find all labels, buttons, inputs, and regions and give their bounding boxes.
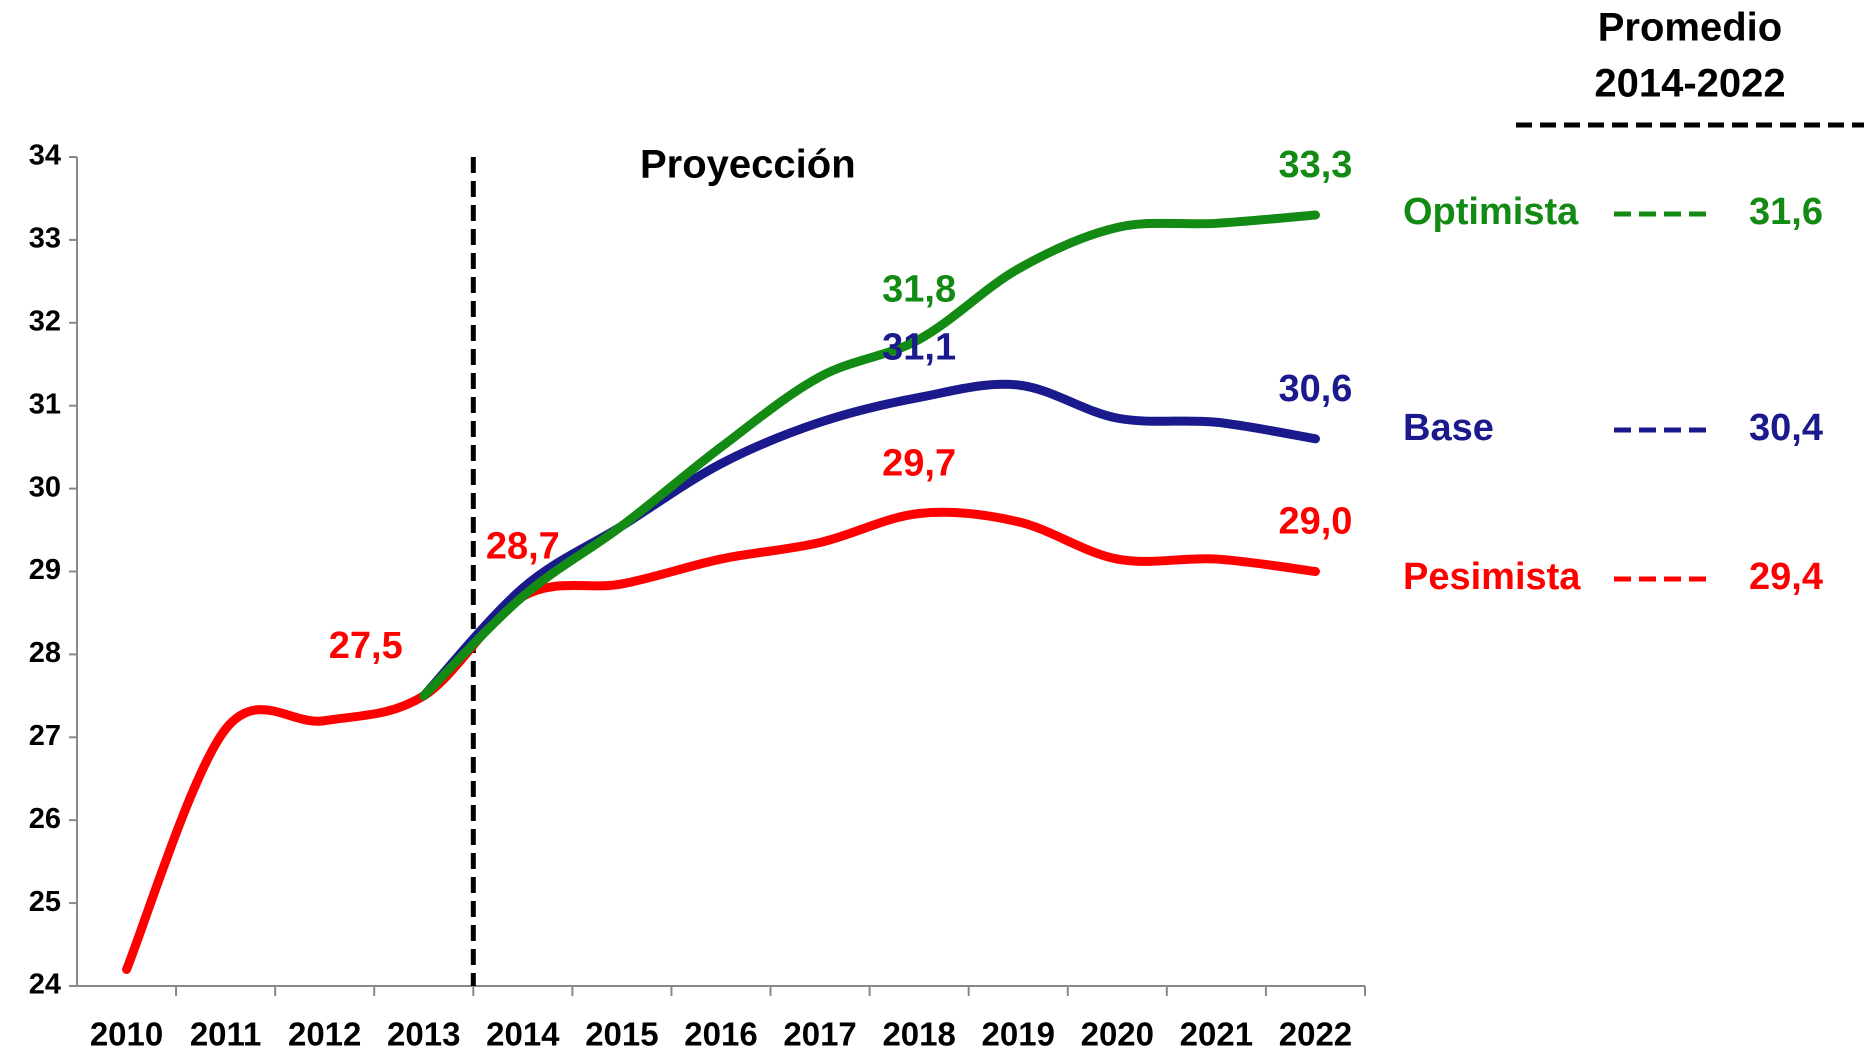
x-tick-label: 2020: [1081, 1016, 1154, 1053]
x-tick-label: 2012: [288, 1016, 361, 1053]
x-tick-label: 2019: [982, 1016, 1055, 1053]
y-tick-label: 28: [29, 637, 61, 669]
x-tick-label: 2016: [684, 1016, 757, 1053]
y-tick-label: 32: [29, 305, 61, 337]
x-tick-label: 2018: [882, 1016, 955, 1053]
x-tick-label: 2014: [486, 1016, 560, 1053]
x-tick-label: 2021: [1180, 1016, 1253, 1053]
y-tick-label: 30: [29, 471, 61, 503]
data-label: 29,0: [1278, 501, 1352, 543]
legend-title: 2014-2022: [1594, 62, 1785, 106]
y-tick-label: 33: [29, 223, 61, 255]
y-tick-label: 25: [29, 886, 61, 918]
y-tick-label: 26: [29, 803, 61, 835]
data-label: 33,3: [1278, 144, 1352, 186]
data-label: 30,6: [1278, 368, 1352, 410]
y-tick-label: 24: [29, 969, 61, 1001]
x-tick-label: 2022: [1279, 1016, 1352, 1053]
annotation: Proyección: [640, 143, 856, 187]
x-tick-label: 2011: [190, 1016, 262, 1053]
series-line: [419, 379, 1320, 701]
y-tick-label: 34: [29, 140, 61, 172]
data-label: 27,5: [329, 625, 403, 667]
legend-label: Optimista: [1403, 191, 1579, 233]
legend-label: Base: [1403, 407, 1494, 449]
data-label: 29,7: [882, 443, 956, 485]
series-line: [419, 210, 1320, 701]
x-tick-label: 2010: [90, 1016, 163, 1053]
legend-average: 30,4: [1749, 407, 1823, 449]
legend-average: 29,4: [1749, 556, 1823, 598]
y-tick-label: 27: [29, 720, 61, 752]
data-label: 31,8: [882, 268, 956, 310]
y-tick-label: 31: [29, 388, 61, 420]
x-tick-label: 2013: [387, 1016, 460, 1053]
legend-average: 31,6: [1749, 191, 1823, 233]
data-label: 28,7: [486, 525, 560, 567]
data-label: 31,1: [882, 326, 956, 368]
y-tick-label: 29: [29, 554, 61, 586]
legend-label: Pesimista: [1403, 556, 1581, 598]
legend-title: Promedio: [1598, 6, 1782, 50]
x-tick-label: 2015: [585, 1016, 658, 1053]
x-tick-label: 2017: [783, 1016, 856, 1053]
series-line: [122, 507, 1320, 974]
